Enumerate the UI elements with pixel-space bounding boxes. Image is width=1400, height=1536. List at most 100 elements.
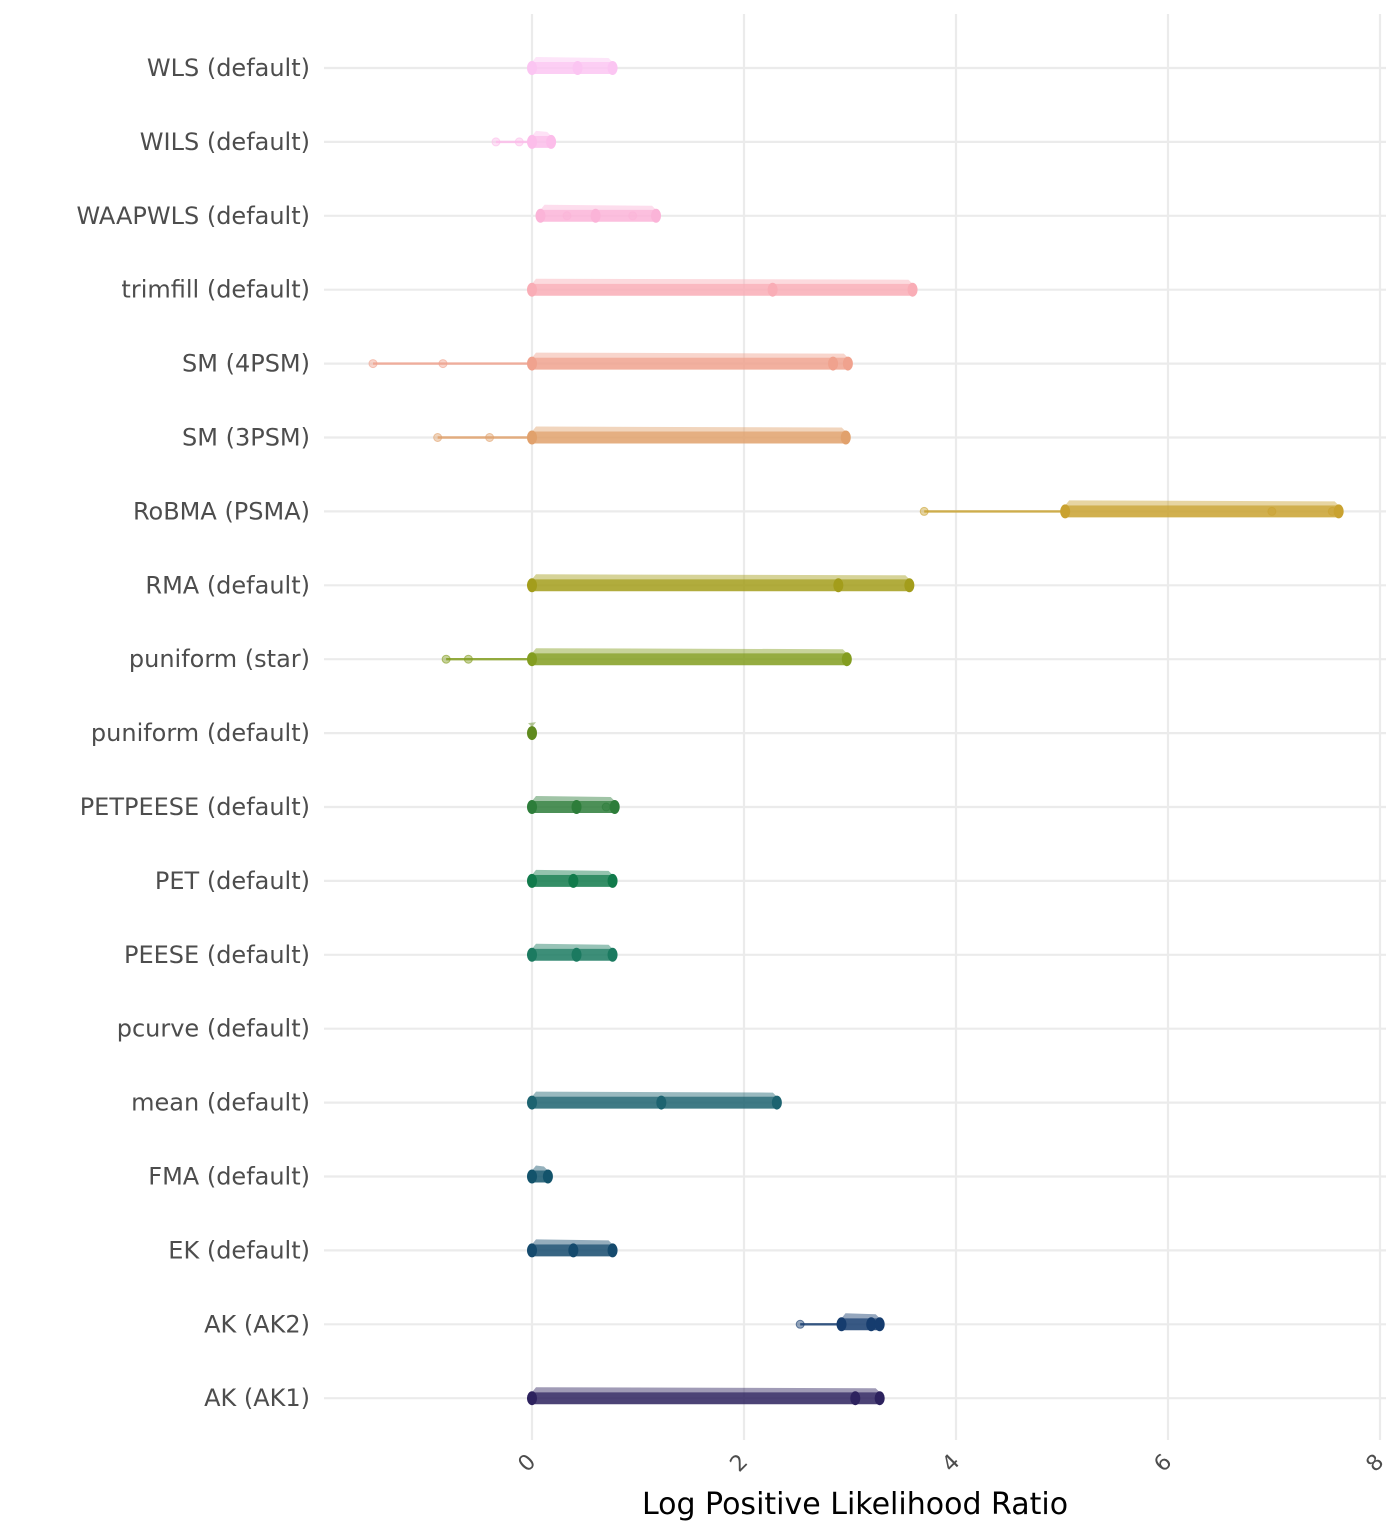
estimate-point xyxy=(527,1169,537,1184)
estimate-point xyxy=(1333,504,1344,519)
faint-point xyxy=(368,359,378,369)
estimate-point xyxy=(609,800,620,814)
y-tick-label: PET (default) xyxy=(155,867,310,895)
y-tick-label: SM (4PSM) xyxy=(182,350,310,378)
density-sliver xyxy=(532,943,613,949)
estimate-point xyxy=(836,1317,847,1332)
estimate-point xyxy=(546,134,557,149)
density-sliver xyxy=(532,1239,613,1245)
y-tick-label: RMA (default) xyxy=(145,571,310,599)
interval-bar xyxy=(532,653,847,666)
x-tick-label: 0 xyxy=(514,1450,542,1478)
y-tick-label: AK (AK1) xyxy=(204,1384,310,1412)
y-tick-label: WAAPWLS (default) xyxy=(76,202,310,230)
estimate-point xyxy=(542,1169,553,1184)
estimate-point xyxy=(527,430,537,445)
estimate-point xyxy=(833,578,844,593)
interval-bar xyxy=(532,579,910,592)
estimate-point xyxy=(568,873,579,888)
estimate-point xyxy=(904,578,915,593)
plot-marks xyxy=(368,57,1344,1406)
x-tick-label: 2 xyxy=(726,1450,754,1478)
faint-point xyxy=(491,137,501,147)
y-axis-labels: WLS (default) WILS (default) WAAPWLS (defa… xyxy=(76,54,310,1412)
density-sliver xyxy=(532,796,615,801)
grid-lines xyxy=(324,14,1386,1440)
y-tick-label: RoBMA (PSMA) xyxy=(133,497,310,525)
density-sliver xyxy=(532,1091,777,1097)
faint-point xyxy=(485,433,495,442)
estimate-point xyxy=(571,947,582,962)
estimate-point xyxy=(907,282,918,297)
y-tick-label: PEESE (default) xyxy=(124,941,310,969)
y-tick-label: trimfill (default) xyxy=(121,276,310,304)
y-tick-label: pcurve (default) xyxy=(117,1015,310,1043)
density-sliver xyxy=(532,574,910,580)
density-sliver xyxy=(540,204,657,210)
y-tick-label: AK (AK2) xyxy=(204,1310,310,1338)
interval-bar xyxy=(1065,505,1339,518)
interval-bar xyxy=(532,1392,880,1405)
x-tick-label: 6 xyxy=(1150,1450,1178,1478)
y-tick-label: EK (default) xyxy=(168,1236,310,1264)
faint-point xyxy=(919,506,929,516)
faint-point xyxy=(463,654,473,664)
density-sliver xyxy=(532,426,846,432)
estimate-point xyxy=(572,61,583,75)
density-sliver xyxy=(532,352,848,358)
x-axis-tick-labels: 0 2 4 6 8 xyxy=(514,1450,1390,1478)
estimate-point xyxy=(527,61,537,75)
density-sliver xyxy=(532,1387,880,1393)
faint-point xyxy=(514,137,524,147)
estimate-point xyxy=(866,1317,877,1332)
estimate-point xyxy=(535,208,546,223)
faint-point xyxy=(438,359,448,369)
estimate-point xyxy=(607,873,618,888)
interval-bar xyxy=(532,283,913,296)
estimate-point xyxy=(568,1243,579,1258)
estimate-point xyxy=(771,1095,782,1110)
estimate-point xyxy=(527,652,537,667)
y-tick-label: puniform (default) xyxy=(91,719,310,747)
faint-point xyxy=(441,654,451,664)
estimate-point xyxy=(1060,504,1071,519)
estimate-point xyxy=(527,947,537,962)
estimate-point xyxy=(850,1391,861,1406)
estimate-point xyxy=(874,1317,885,1332)
estimate-point xyxy=(527,1095,537,1110)
estimate-point xyxy=(828,356,839,371)
density-sliver xyxy=(841,1313,880,1319)
y-tick-label: FMA (default) xyxy=(148,1163,310,1191)
density-sliver xyxy=(532,57,613,62)
faint-point xyxy=(628,211,638,221)
estimate-point xyxy=(527,1243,537,1258)
faint-point xyxy=(433,433,443,442)
x-tick-label: 8 xyxy=(1362,1450,1390,1478)
estimate-point xyxy=(527,873,537,888)
estimate-point xyxy=(590,208,601,223)
interval-bar xyxy=(532,135,552,148)
faint-point xyxy=(1267,506,1277,516)
x-tick-label: 4 xyxy=(938,1450,966,1478)
density-sliver xyxy=(532,278,913,284)
density-sliver xyxy=(528,722,536,728)
faint-point xyxy=(601,802,611,812)
density-sliver xyxy=(1065,500,1339,506)
y-tick-label: SM (3PSM) xyxy=(182,424,310,452)
estimate-point xyxy=(527,356,537,371)
estimate-point xyxy=(527,134,537,149)
density-sliver xyxy=(532,648,847,654)
faint-point xyxy=(562,211,572,221)
density-sliver xyxy=(532,1165,548,1171)
y-tick-label: WILS (default) xyxy=(140,128,310,156)
estimate-point xyxy=(571,800,582,814)
y-tick-label: WLS (default) xyxy=(147,54,310,82)
density-sliver xyxy=(532,869,613,875)
estimate-point xyxy=(527,726,537,741)
estimate-point xyxy=(651,208,662,223)
estimate-point xyxy=(874,1391,885,1406)
y-tick-label: mean (default) xyxy=(131,1089,310,1117)
estimate-point xyxy=(527,800,537,814)
estimate-point xyxy=(607,947,618,962)
